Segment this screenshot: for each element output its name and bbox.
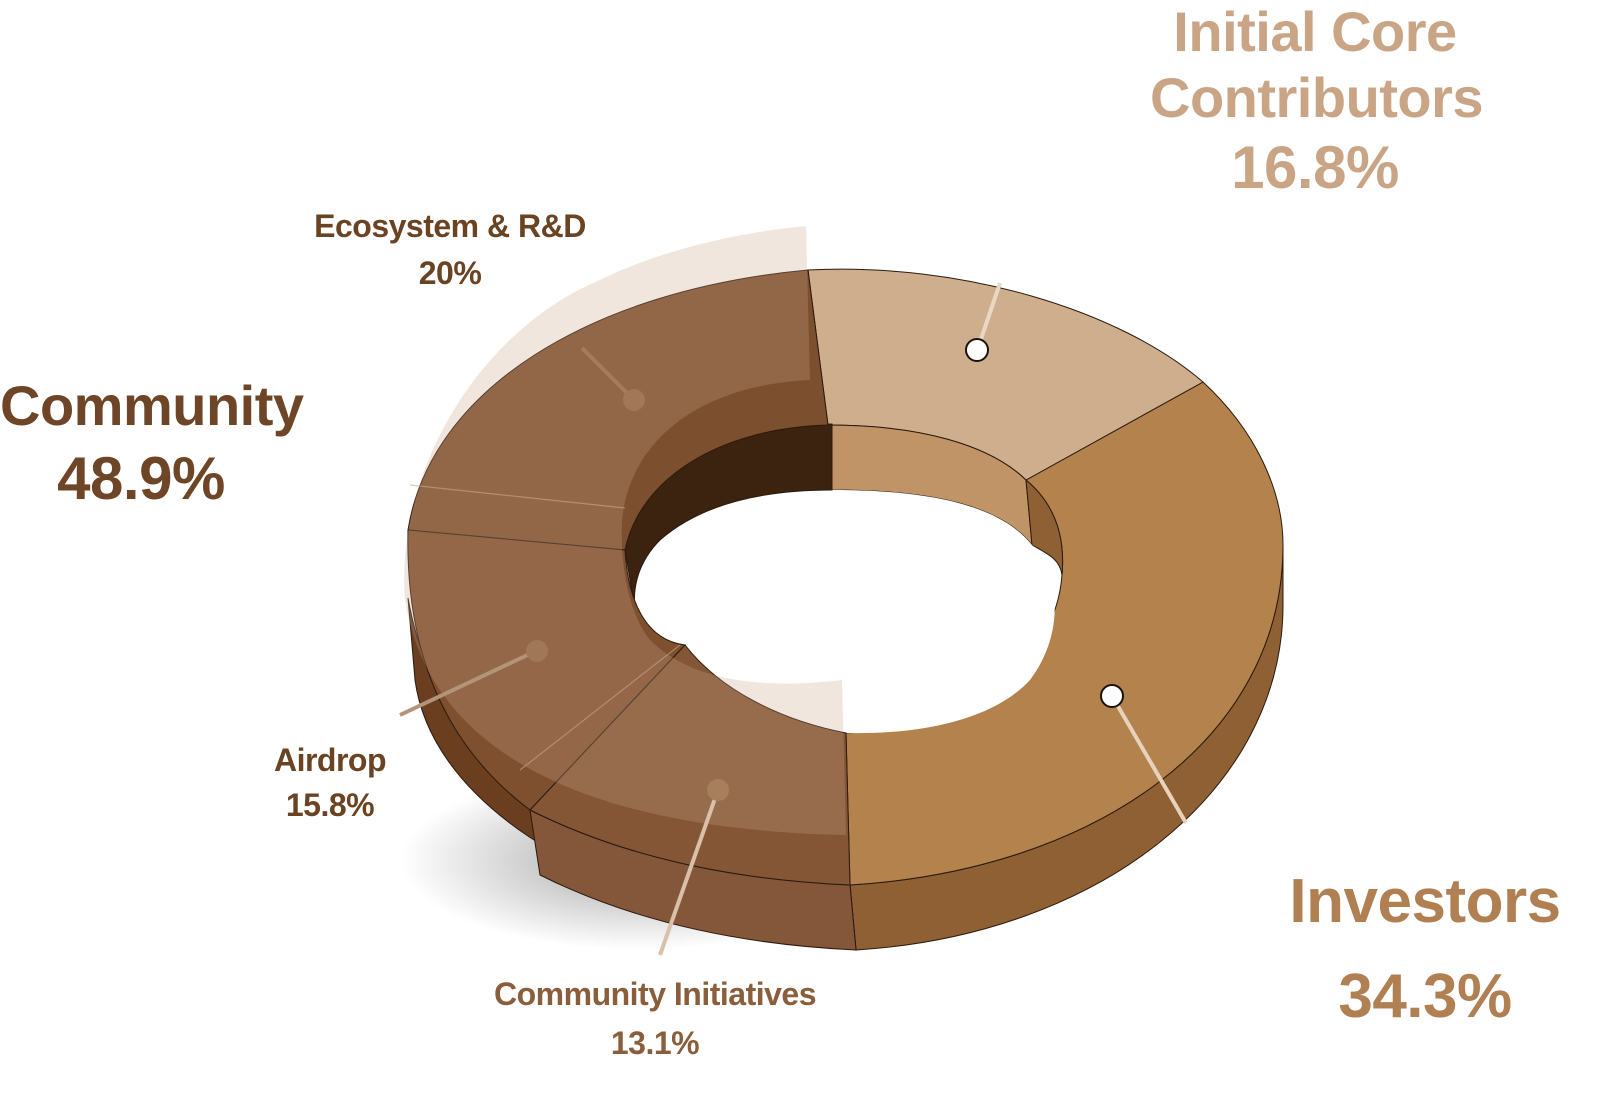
eco-airdrop-divider [409,484,626,509]
ci-percent: 13.1% [610,1024,700,1061]
airdrop-dot [526,640,548,662]
eco-name: Ecosystem & R&D [314,208,586,244]
ci-label: Community Initiatives 13.1% [460,976,850,1062]
icc-leader-line [976,282,1002,349]
icc-label: Initial Core Contributors 16.8% [1150,0,1484,202]
investors-percent: 34.3% [1338,962,1512,1032]
airdrop-leader-line [399,649,537,717]
ci-leader-line [658,789,720,956]
ci-dot [707,779,729,801]
investors-dot [1100,684,1124,708]
community-name: Community [0,374,304,437]
ci-name: Community Initiatives [494,976,817,1012]
investors-inner-wall [1025,478,1064,576]
airdrop-name: Airdrop [273,742,387,778]
leader-lines [399,282,1188,956]
community-percent: 48.9% [57,445,225,513]
eco-dot [623,389,645,411]
airdrop-ci-divider [519,644,681,771]
airdrop-label: Airdrop 15.8% [240,742,420,824]
donut-hole [638,490,1055,734]
ci-slice [529,644,851,886]
community-overlay [404,226,846,835]
leader-dots [526,338,1124,801]
airdrop-percent: 15.8% [285,786,375,823]
eco-label: Ecosystem & R&D 20% [300,208,600,292]
icc-name-line1: Initial Core [1173,0,1457,63]
base-ring [638,268,1284,951]
eco-leader-line [580,346,634,400]
icc-dot [965,338,989,362]
ecosystem-slice [407,269,829,551]
community-block [404,226,857,951]
eco-percent: 20% [418,254,482,291]
investors-leader-line [1110,694,1188,825]
airdrop-slice [407,529,687,811]
investors-name: Investors [1289,867,1561,936]
icc-name-line2: Contributors [1150,66,1484,130]
investors-label: Investors 34.3% [1285,866,1565,1033]
icc-percent: 16.8% [1231,133,1399,201]
community-label: Community 48.9% [0,374,304,513]
